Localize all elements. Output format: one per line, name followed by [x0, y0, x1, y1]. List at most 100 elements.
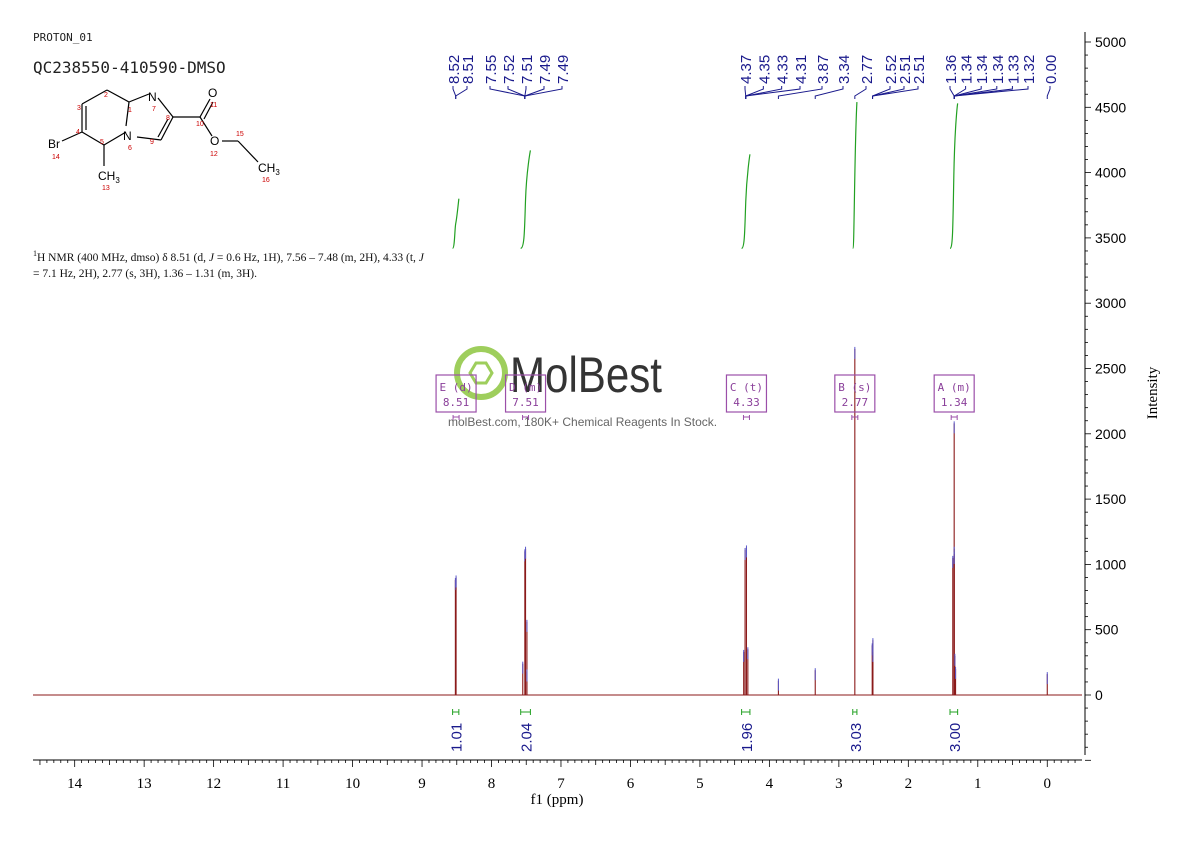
- peak-label-leader: [854, 86, 867, 99]
- peak-label: 1.32: [1021, 55, 1038, 84]
- x-tick-label: 14: [67, 776, 83, 792]
- multiplet-box: [834, 374, 876, 413]
- multiplet-label: B (s): [838, 381, 871, 394]
- multiplet-label: E (d): [440, 381, 473, 394]
- peak-label: 7.51: [519, 55, 536, 84]
- peak-label-leader: [953, 86, 967, 99]
- y-tick-label: 4500: [1095, 99, 1126, 115]
- x-tick-label: 0: [1044, 776, 1052, 792]
- peak-label: 2.52: [883, 55, 900, 84]
- multiplet-value: 8.51: [443, 396, 470, 409]
- atom-o12-number: 12: [210, 151, 218, 158]
- x-tick-label: 7: [557, 776, 565, 792]
- y-tick-label: 2500: [1095, 361, 1126, 377]
- x-tick-label: 12: [206, 776, 221, 792]
- peak-label: 2.51: [897, 55, 914, 84]
- x-tick-label: 3: [835, 776, 843, 792]
- peak-label: 8.52: [446, 55, 463, 84]
- x-tick-label: 2: [905, 776, 913, 792]
- integral-value: 1.96: [739, 723, 756, 752]
- atom-number-8: 8: [166, 115, 170, 122]
- y-tick-label: 5000: [1095, 34, 1126, 50]
- peak-label-leader: [872, 86, 919, 99]
- multiplet-label: D (m): [509, 381, 542, 394]
- multiplet-label: A (m): [938, 381, 971, 394]
- peak-label-leader: [814, 86, 844, 99]
- atom-c16-number: 16: [262, 177, 270, 184]
- integral-curve: [520, 150, 531, 249]
- peak-label: 7.49: [537, 55, 554, 84]
- atom-number-1: 1: [128, 107, 132, 114]
- peak-label: 4.31: [793, 55, 810, 84]
- peak-label: 3.34: [836, 55, 853, 84]
- atom-number-5: 5: [100, 139, 104, 146]
- integral-curve: [741, 154, 751, 249]
- peak-label: 2.77: [859, 55, 876, 84]
- x-tick-label: 11: [276, 776, 290, 792]
- peak-label-leader: [745, 86, 801, 99]
- x-tick-label: 8: [488, 776, 496, 792]
- peak-label: 4.37: [738, 55, 755, 84]
- nmr-description: 1H NMR (400 MHz, dmso) δ 8.51 (d, J = 0.…: [33, 249, 424, 280]
- peak-label-leader: [524, 86, 563, 99]
- multiplet-box: [933, 374, 975, 413]
- peak-label: 4.33: [775, 55, 792, 84]
- y-tick-label: 3000: [1095, 295, 1126, 311]
- atom-n6: N: [123, 129, 132, 143]
- experiment-name: PROTON_01: [33, 31, 93, 44]
- molecule-structure: N 7 N 6 O 11 O 12 Br 14 CH3 13 CH3 16 1 …: [48, 86, 280, 192]
- x-tick-label: 6: [627, 776, 635, 792]
- peak-label: 2.51: [911, 55, 928, 84]
- multiplet-box: [435, 374, 477, 413]
- peak-label-leader: [455, 86, 468, 99]
- atom-number-3: 3: [77, 105, 81, 112]
- y-tick-label: 2000: [1095, 426, 1126, 442]
- x-tick-label: 4: [766, 776, 774, 792]
- peak-label: 1.34: [974, 55, 991, 84]
- atom-o11: O: [208, 86, 217, 100]
- peak-label-leader: [949, 86, 955, 99]
- peak-label-leader: [953, 86, 1013, 99]
- x-tick-label: 9: [418, 776, 426, 792]
- y-tick-label: 500: [1095, 622, 1119, 638]
- atom-n6-number: 6: [128, 145, 132, 152]
- y-tick-label: 1500: [1095, 491, 1126, 507]
- atom-o12: O: [210, 134, 219, 148]
- peak-label: 7.49: [555, 55, 572, 84]
- peak-label: 1.34: [990, 55, 1007, 84]
- integral-curve: [852, 102, 858, 249]
- integral-value: 3.03: [848, 723, 865, 752]
- peak-label: 8.51: [460, 55, 477, 84]
- x-axis-label: f1 (ppm): [531, 792, 584, 808]
- atom-number-9: 9: [150, 139, 154, 146]
- integral-curve: [452, 198, 460, 249]
- integral-value: 2.04: [519, 723, 536, 752]
- multiplet-value: 7.51: [512, 396, 539, 409]
- atom-ch3-16: CH3: [258, 161, 280, 177]
- peak-label-leader: [507, 86, 526, 99]
- x-tick-label: 5: [696, 776, 704, 792]
- x-tick-label: 1: [974, 776, 982, 792]
- atom-br-number: 14: [52, 154, 60, 161]
- y-tick-label: 4000: [1095, 165, 1126, 181]
- peak-label: 7.55: [483, 55, 500, 84]
- peak-label-leader: [777, 86, 823, 99]
- atom-o11-number: 11: [210, 102, 217, 109]
- sample-name: QC238550-410590-DMSO: [33, 58, 226, 77]
- atom-br: Br: [48, 137, 60, 151]
- peak-label: 1.34: [959, 55, 976, 84]
- atom-c13-number: 13: [102, 185, 110, 192]
- peak-label-leader: [489, 86, 526, 99]
- integral-value: 1.01: [449, 723, 466, 752]
- watermark: MolBest molBest.com, 180K+ Chemical Reag…: [448, 346, 717, 429]
- peak-label: 7.52: [501, 55, 518, 84]
- peak-label-leader: [745, 86, 764, 99]
- peak-label: 4.35: [756, 55, 773, 84]
- atom-number-15: 15: [236, 131, 244, 138]
- multiplet-box: [725, 374, 768, 413]
- multiplet-value: 4.33: [733, 396, 760, 409]
- watermark-tagline: molBest.com, 180K+ Chemical Reagents In …: [448, 415, 717, 429]
- peak-label: 1.33: [1005, 55, 1022, 84]
- integral-value: 3.00: [947, 723, 964, 752]
